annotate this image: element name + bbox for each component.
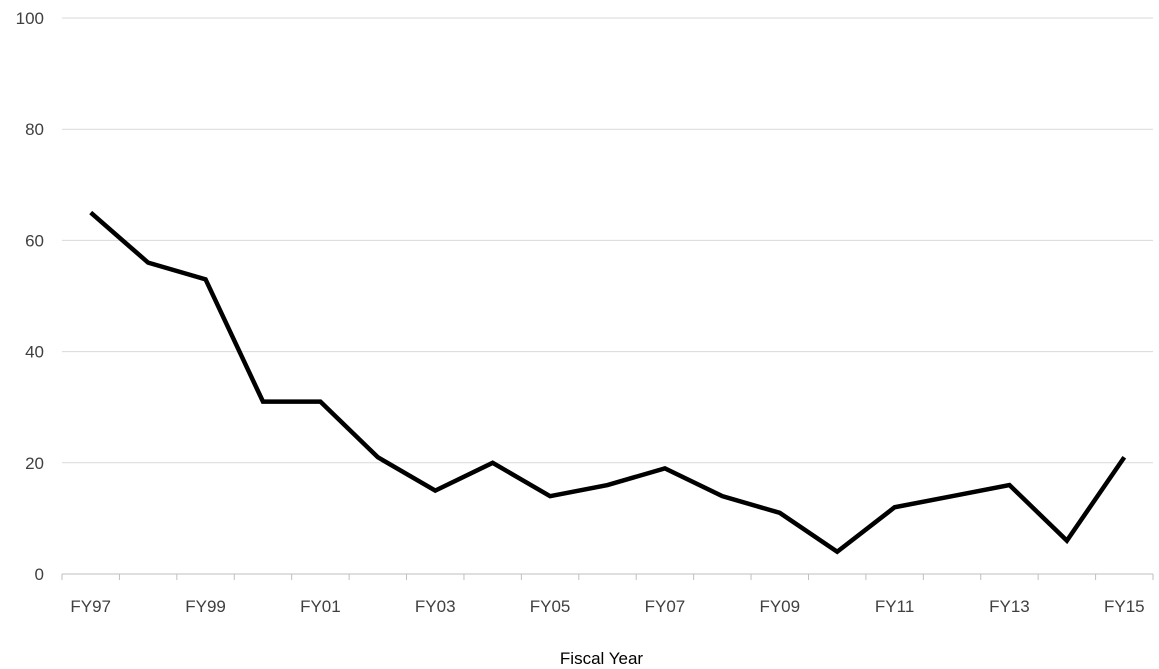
- y-tick-label: 80: [25, 120, 44, 139]
- x-tick-label: FY09: [759, 597, 800, 616]
- y-tick-label: 100: [16, 9, 44, 28]
- series-line: [89, 210, 1127, 555]
- x-tick-label: FY03: [415, 597, 456, 616]
- gridlines: [62, 17, 1153, 464]
- y-tick-label: 0: [35, 565, 44, 584]
- x-tick-labels: FY97 FY99 FY01 FY03 FY05 FY07 FY09 FY11 FY13 FY15: [70, 597, 1144, 616]
- x-tick-label: FY99: [185, 597, 226, 616]
- x-tick-label: FY15: [1104, 597, 1145, 616]
- series-group: [89, 210, 1127, 555]
- x-tick-label: FY13: [989, 597, 1030, 616]
- x-tick-label: FY05: [530, 597, 571, 616]
- y-tick-labels: 0 20 40 60 80 100: [16, 9, 44, 584]
- x-tick-label: FY11: [875, 597, 914, 616]
- y-tick-label: 40: [25, 343, 44, 362]
- x-tick-label: FY97: [70, 597, 111, 616]
- x-axis: [61, 573, 1154, 580]
- x-tick-label: FY07: [645, 597, 686, 616]
- x-tick-label: FY01: [300, 597, 341, 616]
- x-axis-title: Fiscal Year: [560, 649, 643, 668]
- y-tick-label: 60: [25, 231, 44, 250]
- y-tick-label: 20: [25, 454, 44, 473]
